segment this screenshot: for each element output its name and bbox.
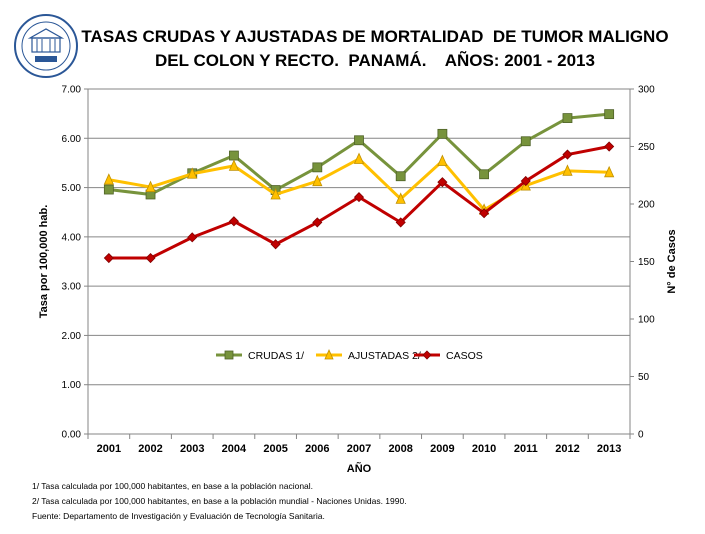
legend-marker-1 bbox=[324, 349, 334, 360]
x-tick-label: 2011 bbox=[514, 443, 538, 455]
data-point-0-12 bbox=[604, 109, 615, 120]
data-point-2-1 bbox=[145, 252, 156, 264]
data-point-1-0 bbox=[103, 173, 114, 185]
data-point-1-4 bbox=[270, 187, 281, 200]
y-tick-label: 7.00 bbox=[62, 85, 82, 96]
footnotes: 1/ Tasa calculada por 100,000 habitantes… bbox=[32, 479, 407, 524]
x-tick-label: 2004 bbox=[222, 443, 247, 455]
x-tick-label: 2005 bbox=[263, 443, 287, 455]
footnote-1: 1/ Tasa calculada por 100,000 habitantes… bbox=[32, 481, 314, 491]
data-point-0-0 bbox=[103, 184, 114, 195]
data-point-1-5 bbox=[312, 174, 323, 187]
legend-marker-2 bbox=[422, 350, 432, 360]
legend-marker-0 bbox=[224, 350, 234, 360]
data-point-2-12 bbox=[604, 141, 615, 152]
x-tick-label: 2003 bbox=[180, 443, 204, 455]
footnote-2: 2/ Tasa calculada por 100,000 habitantes… bbox=[32, 496, 407, 506]
data-point-0-11 bbox=[562, 113, 573, 123]
data-point-2-6 bbox=[353, 192, 365, 203]
data-point-1-8 bbox=[437, 154, 448, 166]
footnote-source: Fuente: Departamento de Investigación y … bbox=[32, 511, 325, 521]
x-tick-label: 2007 bbox=[347, 443, 371, 455]
y2-tick-label: 300 bbox=[638, 85, 655, 96]
data-point-1-1 bbox=[145, 180, 156, 192]
chart-title-line1: TASAS CRUDAS Y AJUSTADAS DE MORTALIDAD D… bbox=[81, 27, 669, 46]
y2-tick-label: 150 bbox=[638, 257, 655, 268]
x-tick-label: 2001 bbox=[97, 443, 121, 455]
y2-tick-label: 250 bbox=[638, 142, 655, 153]
y-tick-label: 0.00 bbox=[62, 430, 82, 441]
x-tick-label: 2010 bbox=[472, 443, 496, 455]
data-point-2-7 bbox=[395, 217, 406, 228]
y2-tick-label: 100 bbox=[638, 315, 655, 326]
y-tick-label: 6.00 bbox=[62, 134, 82, 145]
y2-axis-title: N° de Casos bbox=[666, 229, 678, 293]
y-tick-label: 5.00 bbox=[62, 183, 82, 194]
data-point-1-6 bbox=[353, 152, 365, 164]
data-point-0-5 bbox=[312, 162, 323, 173]
x-tick-label: 2002 bbox=[138, 443, 162, 455]
legend-label-2: CASOS bbox=[446, 350, 483, 362]
data-point-2-2 bbox=[187, 232, 198, 243]
data-point-2-4 bbox=[270, 239, 281, 250]
y-axis-title: Tasa por 100,000 hab. bbox=[38, 205, 50, 319]
x-tick-label: 2012 bbox=[555, 443, 579, 455]
y-tick-label: 4.00 bbox=[62, 232, 82, 243]
x-tick-label: 2009 bbox=[430, 443, 454, 455]
data-point-0-8 bbox=[437, 128, 448, 139]
ministry-logo bbox=[14, 14, 78, 78]
y-tick-label: 1.00 bbox=[62, 380, 82, 391]
data-point-2-10 bbox=[520, 175, 531, 187]
y-tick-label: 3.00 bbox=[62, 282, 82, 293]
data-point-2-3 bbox=[228, 216, 239, 227]
legend-label-0: CRUDAS 1/ bbox=[248, 350, 304, 362]
data-point-1-7 bbox=[395, 192, 406, 204]
data-point-1-11 bbox=[562, 164, 573, 176]
data-point-1-12 bbox=[604, 165, 615, 178]
data-point-0-10 bbox=[520, 136, 531, 147]
data-point-2-0 bbox=[103, 252, 114, 264]
x-tick-label: 2013 bbox=[597, 443, 621, 455]
data-point-2-5 bbox=[312, 217, 323, 228]
data-point-1-2 bbox=[187, 167, 198, 179]
data-point-0-9 bbox=[479, 169, 489, 180]
data-point-2-8 bbox=[437, 177, 448, 188]
y2-tick-label: 50 bbox=[638, 372, 650, 383]
data-point-1-3 bbox=[228, 159, 240, 171]
y-tick-label: 2.00 bbox=[62, 331, 82, 342]
data-point-0-6 bbox=[354, 135, 364, 146]
x-tick-label: 2008 bbox=[388, 443, 412, 455]
chart-title-line2: DEL COLON Y RECTO. PANAMÁ. AÑOS: 2001 - … bbox=[155, 51, 595, 70]
data-point-0-7 bbox=[395, 171, 406, 182]
y2-tick-label: 200 bbox=[638, 200, 655, 211]
x-axis-title: AÑO bbox=[347, 462, 372, 475]
y2-tick-label: 0 bbox=[638, 430, 644, 441]
data-point-2-11 bbox=[562, 149, 573, 160]
x-tick-label: 2006 bbox=[305, 443, 329, 455]
legend-label-1: AJUSTADAS 2/ bbox=[348, 350, 421, 362]
data-point-2-9 bbox=[479, 208, 490, 219]
data-point-0-3 bbox=[229, 150, 239, 161]
